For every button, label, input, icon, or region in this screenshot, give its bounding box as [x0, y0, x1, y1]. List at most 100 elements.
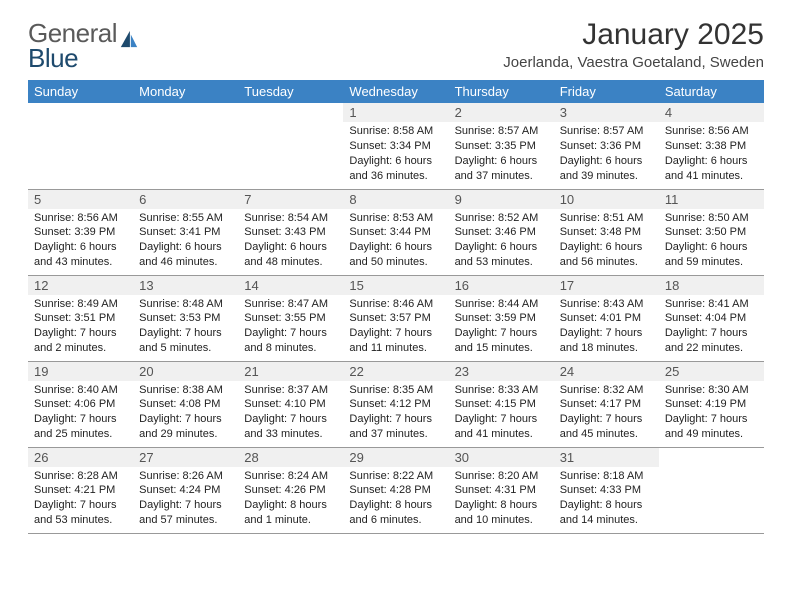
day-info: Sunrise: 8:43 AMSunset: 4:01 PMDaylight:…	[554, 295, 659, 360]
calendar-cell: 26Sunrise: 8:28 AMSunset: 4:21 PMDayligh…	[28, 447, 133, 533]
sail-icon	[119, 29, 139, 49]
info-sunrise: Sunrise: 8:41 AM	[665, 297, 758, 312]
calendar-cell	[28, 103, 133, 189]
info-sunset: Sunset: 3:36 PM	[560, 139, 653, 154]
calendar-cell: 1 Sunrise: 8:58 AMSunset: 3:34 PMDaylight…	[343, 103, 448, 189]
day-number: 16	[449, 276, 554, 295]
calendar-cell: 22Sunrise: 8:35 AMSunset: 4:12 PMDayligh…	[343, 361, 448, 447]
info-sunset: Sunset: 4:08 PM	[139, 397, 232, 412]
info-sunset: Sunset: 3:43 PM	[244, 225, 337, 240]
info-sunset: Sunset: 4:19 PM	[665, 397, 758, 412]
info-daylight2: and 1 minute.	[244, 513, 337, 528]
day-number: 18	[659, 276, 764, 295]
info-daylight2: and 49 minutes.	[665, 427, 758, 442]
info-daylight2: and 15 minutes.	[455, 341, 548, 356]
day-info: Sunrise: 8:24 AMSunset: 4:26 PMDaylight:…	[238, 467, 343, 532]
info-sunset: Sunset: 3:57 PM	[349, 311, 442, 326]
day-number: 6	[133, 190, 238, 209]
info-daylight2: and 41 minutes.	[665, 169, 758, 184]
info-daylight1: Daylight: 6 hours	[349, 240, 442, 255]
info-sunrise: Sunrise: 8:50 AM	[665, 211, 758, 226]
day-number: 7	[238, 190, 343, 209]
info-daylight1: Daylight: 6 hours	[665, 154, 758, 169]
day-number: 4	[659, 103, 764, 122]
info-daylight2: and 37 minutes.	[455, 169, 548, 184]
info-daylight2: and 2 minutes.	[34, 341, 127, 356]
info-daylight1: Daylight: 7 hours	[560, 412, 653, 427]
calendar-row: 1Sunrise: 8:58 AMSunset: 3:34 PMDaylight…	[28, 103, 764, 189]
day-number: 25	[659, 362, 764, 381]
info-daylight1: Daylight: 8 hours	[560, 498, 653, 513]
calendar-cell: 6Sunrise: 8:55 AMSunset: 3:41 PMDaylight…	[133, 189, 238, 275]
day-info: Sunrise: 8:47 AMSunset: 3:55 PMDaylight:…	[238, 295, 343, 360]
calendar-cell: 25Sunrise: 8:30 AMSunset: 4:19 PMDayligh…	[659, 361, 764, 447]
page-title: January 2025	[503, 18, 764, 52]
day-number: 22	[343, 362, 448, 381]
day-info: Sunrise: 8:57 AMSunset: 3:35 PMDaylight:…	[449, 122, 554, 187]
info-daylight2: and 39 minutes.	[560, 169, 653, 184]
calendar-cell	[659, 447, 764, 533]
info-daylight2: and 5 minutes.	[139, 341, 232, 356]
info-daylight2: and 37 minutes.	[349, 427, 442, 442]
info-sunrise: Sunrise: 8:38 AM	[139, 383, 232, 398]
info-daylight2: and 59 minutes.	[665, 255, 758, 270]
info-daylight2: and 57 minutes.	[139, 513, 232, 528]
info-sunrise: Sunrise: 8:22 AM	[349, 469, 442, 484]
calendar-cell: 27Sunrise: 8:26 AMSunset: 4:24 PMDayligh…	[133, 447, 238, 533]
calendar-cell: 8Sunrise: 8:53 AMSunset: 3:44 PMDaylight…	[343, 189, 448, 275]
info-sunrise: Sunrise: 8:37 AM	[244, 383, 337, 398]
day-number: 1	[343, 103, 448, 122]
info-sunset: Sunset: 3:34 PM	[349, 139, 442, 154]
info-daylight1: Daylight: 6 hours	[665, 240, 758, 255]
calendar-cell: 10Sunrise: 8:51 AMSunset: 3:48 PMDayligh…	[554, 189, 659, 275]
day-info: Sunrise: 8:28 AMSunset: 4:21 PMDaylight:…	[28, 467, 133, 532]
day-number: 28	[238, 448, 343, 467]
info-sunset: Sunset: 4:06 PM	[34, 397, 127, 412]
info-daylight1: Daylight: 7 hours	[455, 412, 548, 427]
calendar-cell: 19Sunrise: 8:40 AMSunset: 4:06 PMDayligh…	[28, 361, 133, 447]
day-number: 24	[554, 362, 659, 381]
calendar-cell: 12Sunrise: 8:49 AMSunset: 3:51 PMDayligh…	[28, 275, 133, 361]
info-daylight2: and 8 minutes.	[244, 341, 337, 356]
day-number: 8	[343, 190, 448, 209]
info-sunrise: Sunrise: 8:58 AM	[349, 124, 442, 139]
info-daylight2: and 29 minutes.	[139, 427, 232, 442]
info-daylight1: Daylight: 6 hours	[349, 154, 442, 169]
location-text: Joerlanda, Vaestra Goetaland, Sweden	[503, 54, 764, 71]
calendar-table: SundayMondayTuesdayWednesdayThursdayFrid…	[28, 80, 764, 534]
info-sunset: Sunset: 3:39 PM	[34, 225, 127, 240]
day-info: Sunrise: 8:56 AMSunset: 3:38 PMDaylight:…	[659, 122, 764, 187]
info-daylight1: Daylight: 7 hours	[560, 326, 653, 341]
info-daylight1: Daylight: 7 hours	[665, 412, 758, 427]
info-sunrise: Sunrise: 8:26 AM	[139, 469, 232, 484]
calendar-cell: 2Sunrise: 8:57 AMSunset: 3:35 PMDaylight…	[449, 103, 554, 189]
calendar-cell: 17Sunrise: 8:43 AMSunset: 4:01 PMDayligh…	[554, 275, 659, 361]
info-sunrise: Sunrise: 8:43 AM	[560, 297, 653, 312]
info-sunset: Sunset: 3:46 PM	[455, 225, 548, 240]
info-sunrise: Sunrise: 8:28 AM	[34, 469, 127, 484]
day-number: 30	[449, 448, 554, 467]
info-daylight2: and 6 minutes.	[349, 513, 442, 528]
info-sunrise: Sunrise: 8:33 AM	[455, 383, 548, 398]
brand-logo: GeneralBlue	[28, 18, 139, 74]
info-sunrise: Sunrise: 8:53 AM	[349, 211, 442, 226]
calendar-row: 19Sunrise: 8:40 AMSunset: 4:06 PMDayligh…	[28, 361, 764, 447]
day-info: Sunrise: 8:30 AMSunset: 4:19 PMDaylight:…	[659, 381, 764, 446]
info-daylight2: and 22 minutes.	[665, 341, 758, 356]
day-info: Sunrise: 8:20 AMSunset: 4:31 PMDaylight:…	[449, 467, 554, 532]
day-number: 21	[238, 362, 343, 381]
info-daylight2: and 56 minutes.	[560, 255, 653, 270]
info-sunrise: Sunrise: 8:40 AM	[34, 383, 127, 398]
info-sunrise: Sunrise: 8:56 AM	[34, 211, 127, 226]
calendar-cell: 20Sunrise: 8:38 AMSunset: 4:08 PMDayligh…	[133, 361, 238, 447]
info-daylight1: Daylight: 7 hours	[349, 326, 442, 341]
day-info: Sunrise: 8:22 AMSunset: 4:28 PMDaylight:…	[343, 467, 448, 532]
info-sunrise: Sunrise: 8:57 AM	[455, 124, 548, 139]
weekday-tuesday: Tuesday	[238, 80, 343, 103]
day-info: Sunrise: 8:55 AMSunset: 3:41 PMDaylight:…	[133, 209, 238, 274]
calendar-cell: 15Sunrise: 8:46 AMSunset: 3:57 PMDayligh…	[343, 275, 448, 361]
info-daylight1: Daylight: 7 hours	[244, 412, 337, 427]
day-number: 2	[449, 103, 554, 122]
info-daylight1: Daylight: 8 hours	[349, 498, 442, 513]
info-daylight2: and 53 minutes.	[455, 255, 548, 270]
